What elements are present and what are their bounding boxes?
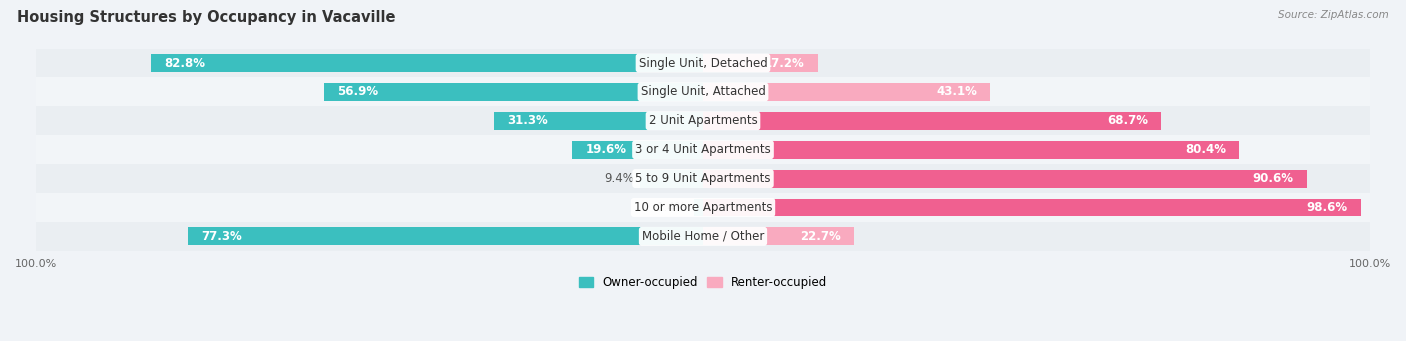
Bar — [37, 48, 1369, 77]
Bar — [703, 54, 818, 72]
Bar — [572, 141, 703, 159]
Text: 9.4%: 9.4% — [603, 172, 634, 185]
Bar — [37, 106, 1369, 135]
Text: 19.6%: 19.6% — [586, 143, 627, 156]
Bar — [693, 198, 703, 217]
Text: 1.4%: 1.4% — [657, 201, 688, 214]
Bar — [703, 169, 1308, 188]
Text: 56.9%: 56.9% — [337, 85, 378, 99]
Bar — [703, 141, 1239, 159]
Text: 31.3%: 31.3% — [508, 114, 548, 127]
Text: 90.6%: 90.6% — [1253, 172, 1294, 185]
Text: Mobile Home / Other: Mobile Home / Other — [641, 230, 765, 243]
Bar — [703, 112, 1161, 130]
Bar — [37, 77, 1369, 106]
Text: 43.1%: 43.1% — [936, 85, 977, 99]
Bar — [640, 169, 703, 188]
Bar — [37, 193, 1369, 222]
Text: 82.8%: 82.8% — [165, 57, 205, 70]
Text: 5 to 9 Unit Apartments: 5 to 9 Unit Apartments — [636, 172, 770, 185]
Bar — [495, 112, 703, 130]
Bar — [37, 135, 1369, 164]
Bar — [187, 227, 703, 245]
Text: 68.7%: 68.7% — [1107, 114, 1147, 127]
Text: 22.7%: 22.7% — [800, 230, 841, 243]
Bar — [323, 83, 703, 101]
Text: 80.4%: 80.4% — [1185, 143, 1226, 156]
Bar — [703, 227, 855, 245]
Text: 17.2%: 17.2% — [763, 57, 804, 70]
Text: Single Unit, Detached: Single Unit, Detached — [638, 57, 768, 70]
Bar — [150, 54, 703, 72]
Text: Source: ZipAtlas.com: Source: ZipAtlas.com — [1278, 10, 1389, 20]
Text: 77.3%: 77.3% — [201, 230, 242, 243]
Text: 10 or more Apartments: 10 or more Apartments — [634, 201, 772, 214]
Text: 98.6%: 98.6% — [1306, 201, 1347, 214]
Bar — [37, 222, 1369, 251]
Text: 3 or 4 Unit Apartments: 3 or 4 Unit Apartments — [636, 143, 770, 156]
Bar — [703, 83, 990, 101]
Bar — [703, 198, 1361, 217]
Text: Housing Structures by Occupancy in Vacaville: Housing Structures by Occupancy in Vacav… — [17, 10, 395, 25]
Text: Single Unit, Attached: Single Unit, Attached — [641, 85, 765, 99]
Legend: Owner-occupied, Renter-occupied: Owner-occupied, Renter-occupied — [574, 271, 832, 294]
Text: 2 Unit Apartments: 2 Unit Apartments — [648, 114, 758, 127]
Bar — [37, 164, 1369, 193]
